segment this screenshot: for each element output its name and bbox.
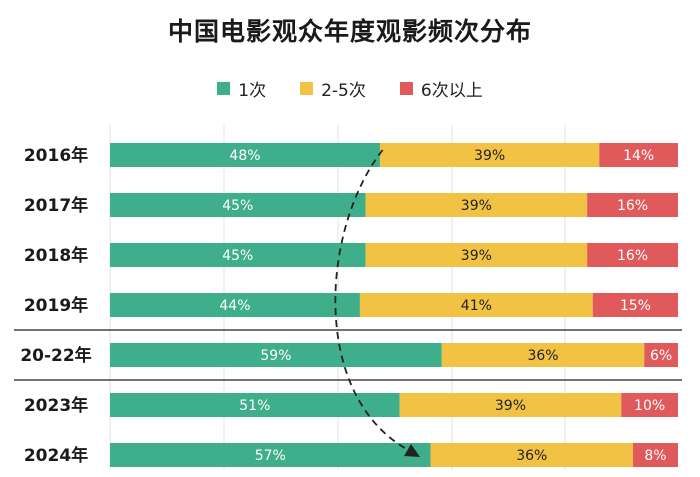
data-label-5-2: 10% (634, 398, 665, 414)
data-label-6-2: 8% (644, 448, 666, 464)
bar-1-2 (587, 193, 678, 217)
legend-item-3: 6次以上 (399, 76, 483, 101)
data-label-6-1: 36% (516, 448, 547, 464)
trend-arrow-head (404, 444, 420, 457)
bar-3-2 (592, 293, 678, 317)
bar-2-0 (110, 243, 366, 267)
bar-0-2 (599, 143, 678, 167)
bar-5-2 (621, 393, 678, 417)
data-label-0-1: 39% (474, 148, 505, 164)
data-label-6-0: 57% (255, 448, 286, 464)
data-label-1-0: 45% (222, 198, 253, 214)
category-label-3: 2019年 (24, 295, 88, 316)
legend-item-2: 2-5次 (300, 76, 366, 101)
bar-5-1 (399, 393, 622, 417)
bar-0-0 (110, 143, 380, 167)
legend-item-1: 1次 (217, 76, 266, 101)
data-label-4-2: 6% (650, 348, 672, 364)
bar-4-2 (644, 343, 678, 367)
category-label-4: 20-22年 (20, 345, 91, 366)
trend-arrow-line (334, 149, 413, 453)
bar-6-1 (430, 443, 634, 467)
legend-swatch-2 (300, 82, 314, 95)
legend-label-1: 1次 (238, 81, 267, 101)
chart-title: 中国电影观众年度观影频次分布 (167, 17, 532, 46)
data-label-0-2: 14% (623, 148, 654, 164)
data-label-5-0: 51% (239, 398, 270, 414)
data-label-2-2: 16% (617, 248, 648, 264)
data-label-1-2: 16% (617, 198, 648, 214)
bar-5-0 (110, 393, 400, 417)
category-label-0: 2016年 (24, 145, 88, 166)
bar-1-1 (365, 193, 588, 217)
bar-6-0 (110, 443, 431, 467)
bar-3-0 (110, 293, 360, 317)
bar-1-0 (110, 193, 366, 217)
data-label-3-2: 15% (620, 298, 651, 314)
legend-swatch-3 (399, 82, 413, 95)
bar-2-2 (587, 243, 678, 267)
data-label-4-0: 59% (260, 348, 291, 364)
data-label-4-1: 36% (527, 348, 558, 364)
bar-4-1 (441, 343, 645, 367)
legend-label-3: 6次以上 (420, 81, 483, 101)
category-label-2: 2018年 (24, 245, 88, 266)
data-label-2-1: 39% (461, 248, 492, 264)
legend: 1次 2-5次 6次以上 (0, 76, 700, 101)
category-label-6: 2024年 (24, 445, 88, 466)
data-label-3-0: 44% (219, 298, 250, 314)
bar-3-1 (359, 293, 593, 317)
category-label-1: 2017年 (24, 195, 88, 216)
legend-label-2: 2-5次 (321, 81, 366, 101)
legend-swatch-1 (217, 82, 231, 95)
data-label-1-1: 39% (461, 198, 492, 214)
bar-6-2 (633, 443, 678, 467)
bar-4-0 (110, 343, 442, 367)
data-label-2-0: 45% (222, 248, 253, 264)
bar-0-1 (379, 143, 600, 167)
bar-2-1 (365, 243, 588, 267)
data-label-0-0: 48% (229, 148, 260, 164)
data-label-3-1: 41% (461, 298, 492, 314)
data-label-5-1: 39% (495, 398, 526, 414)
category-label-5: 2023年 (24, 395, 88, 416)
